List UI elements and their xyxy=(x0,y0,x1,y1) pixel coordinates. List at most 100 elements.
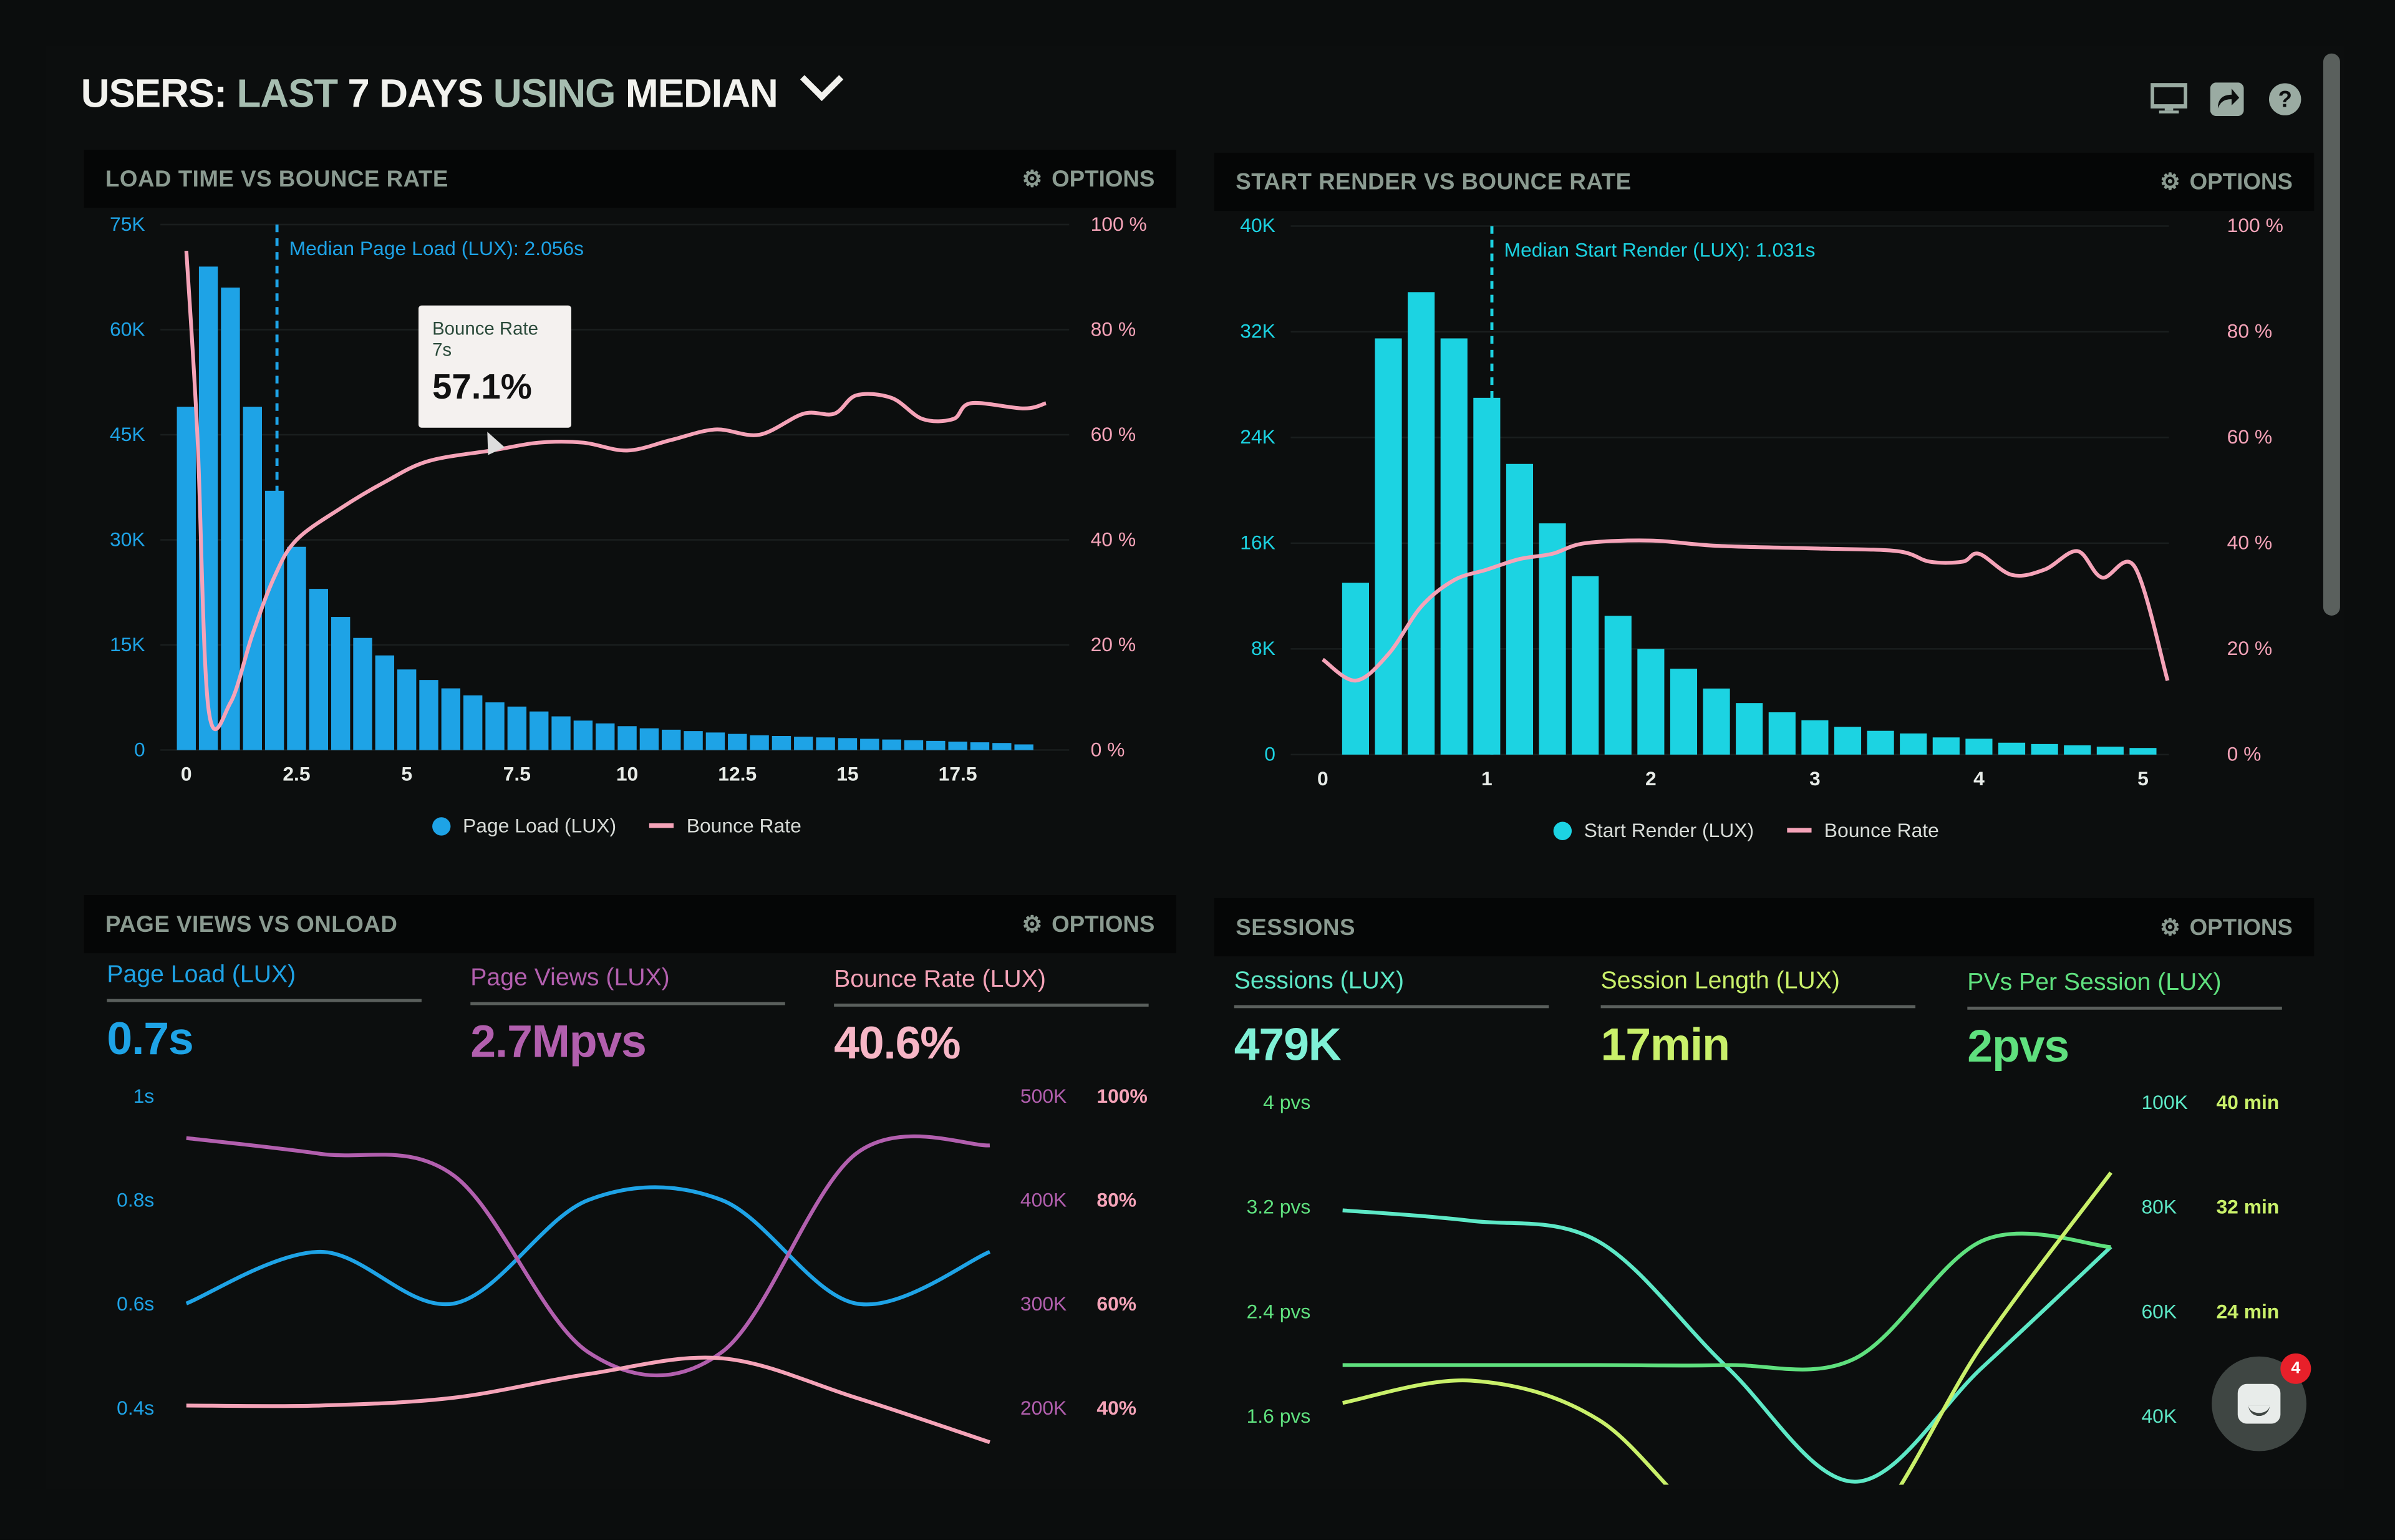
histogram-bar xyxy=(1703,688,1730,755)
panel-title: START RENDER VS BOUNCE RATE xyxy=(1236,168,1632,195)
histogram-bar xyxy=(772,735,791,750)
histogram-bar xyxy=(1506,463,1534,755)
series-line xyxy=(1342,1231,2111,1372)
y-tick-label: 100K xyxy=(2141,1091,2187,1113)
histogram-bar xyxy=(1965,739,1993,755)
options-label: OPTIONS xyxy=(2189,168,2293,195)
y-tick-label: 32 min xyxy=(2216,1196,2279,1218)
chat-badge: 4 xyxy=(2280,1353,2311,1384)
y-left-tick-label: 40K xyxy=(1240,214,1275,236)
page-title[interactable]: USERS: LAST 7 DAYS USING MEDIAN xyxy=(80,57,843,118)
histogram-bar xyxy=(904,740,924,750)
metric-page-load: Page Load (LUX) 0.7s xyxy=(107,962,422,1067)
metric-value: 2pvs xyxy=(1967,1022,2069,1073)
x-tick-label: 15 xyxy=(836,762,858,785)
histogram-bar xyxy=(441,688,461,750)
histogram-bar xyxy=(705,732,725,750)
y-left-tick-label: 75K xyxy=(110,213,145,235)
metric-label: Sessions (LUX) xyxy=(1234,969,1549,1009)
series-line xyxy=(1342,1208,2112,1484)
legend-start-render: Start Render (LUX) Bounce Rate xyxy=(1553,818,1939,842)
histogram-bar xyxy=(860,739,879,750)
panel-header-page-views: PAGE VIEWS VS ONLOAD ⚙ OPTIONS xyxy=(84,895,1176,954)
options-label: OPTIONS xyxy=(1052,165,1155,192)
y-tick-label: 40 min xyxy=(2216,1091,2279,1113)
y-tick-label: 2.4 pvs xyxy=(1247,1300,1311,1322)
scrollbar-thumb[interactable] xyxy=(2323,53,2340,616)
histogram-bar xyxy=(198,266,218,750)
legend-start-render-item[interactable]: Start Render (LUX) xyxy=(1584,818,1754,842)
histogram-bar xyxy=(617,726,637,750)
histogram-bar xyxy=(1867,730,1894,755)
histogram-bar xyxy=(1801,720,1829,755)
y-left-tick-label: 60K xyxy=(110,317,145,340)
y-left-tick-label: 0 xyxy=(134,738,145,760)
histogram-bar xyxy=(2031,743,2058,755)
histogram-bar xyxy=(221,288,240,750)
histogram-bar xyxy=(1539,523,1566,755)
metric-bounce-rate: Bounce Rate (LUX) 40.6% xyxy=(834,967,1149,1071)
histogram-bar xyxy=(485,702,505,750)
series-line xyxy=(186,1134,990,1378)
y-right-tick-label: 20 % xyxy=(2227,637,2273,659)
histogram-bar xyxy=(1408,292,1435,755)
options-button[interactable]: ⚙ OPTIONS xyxy=(2160,914,2293,941)
histogram-bar xyxy=(992,743,1012,750)
panel-header-load-time: LOAD TIME VS BOUNCE RATE ⚙ OPTIONS xyxy=(84,150,1176,208)
histogram-bar xyxy=(728,734,747,750)
y-tick-label: 40% xyxy=(1096,1397,1136,1419)
histogram-bar xyxy=(1932,737,1960,755)
histogram-bar xyxy=(507,706,527,750)
share-icon[interactable] xyxy=(2209,82,2245,117)
x-tick-label: 5 xyxy=(2137,767,2149,790)
histogram-bar xyxy=(397,669,417,750)
legend-bounce-rate[interactable]: Bounce Rate xyxy=(1824,818,1939,842)
y-right-tick-label: 60 % xyxy=(2227,425,2273,448)
y-left-tick-label: 30K xyxy=(110,528,145,550)
x-tick-label: 12.5 xyxy=(718,762,757,785)
chart-tooltip: Bounce Rate 7s 57.1% xyxy=(419,305,571,428)
y-tick-label: 500K xyxy=(1020,1085,1067,1107)
tooltip-label: Bounce Rate xyxy=(432,317,539,339)
histogram-bar xyxy=(264,490,284,750)
legend-page-load[interactable]: Page Load (LUX) xyxy=(463,814,617,838)
options-button[interactable]: ⚙ OPTIONS xyxy=(2160,168,2293,196)
y-right-tick-label: 100 % xyxy=(1091,213,1147,235)
y-left-tick-label: 8K xyxy=(1251,637,1275,659)
title-users: USERS: xyxy=(80,70,227,117)
histogram-bar xyxy=(353,637,372,750)
options-label: OPTIONS xyxy=(2189,914,2293,941)
title-using: USING xyxy=(493,70,616,117)
legend-dot-icon xyxy=(432,816,451,835)
histogram-bar xyxy=(1604,616,1632,755)
histogram-bar xyxy=(1900,733,1927,755)
legend-bounce-rate[interactable]: Bounce Rate xyxy=(686,814,801,838)
panel-title: PAGE VIEWS VS ONLOAD xyxy=(105,911,398,937)
dashboard-frame xyxy=(46,46,2345,1489)
monitor-icon[interactable] xyxy=(2151,82,2187,116)
svg-text:?: ? xyxy=(2278,86,2291,112)
options-button[interactable]: ⚙ OPTIONS xyxy=(1022,911,1154,938)
gear-icon: ⚙ xyxy=(1022,912,1043,938)
tooltip-x: 7s xyxy=(432,339,452,361)
options-button[interactable]: ⚙ OPTIONS xyxy=(1022,165,1155,193)
help-icon[interactable]: ? xyxy=(2267,82,2303,116)
legend-load-time: Page Load (LUX) Bounce Rate xyxy=(432,814,801,837)
panel-title: LOAD TIME VS BOUNCE RATE xyxy=(105,165,448,192)
x-tick-label: 2 xyxy=(1645,767,1657,790)
metric-label: PVs Per Session (LUX) xyxy=(1967,970,2282,1010)
y-right-tick-label: 0 % xyxy=(1091,738,1125,760)
histogram-bar xyxy=(662,729,681,750)
y-left-tick-label: 45K xyxy=(110,423,145,445)
y-right-tick-label: 60 % xyxy=(1091,423,1136,445)
y-tick-label: 1.6 pvs xyxy=(1247,1405,1311,1427)
y-tick-label: 80K xyxy=(2141,1196,2177,1218)
histogram-bar xyxy=(684,731,703,750)
median-annotation: Median Page Load (LUX): 2.056s xyxy=(289,237,584,259)
gear-icon: ⚙ xyxy=(2159,914,2180,941)
y-tick-label: 1s xyxy=(133,1085,155,1107)
histogram-bar xyxy=(1637,649,1665,755)
x-tick-label: 5 xyxy=(401,762,412,785)
histogram-bar xyxy=(1736,703,1763,755)
